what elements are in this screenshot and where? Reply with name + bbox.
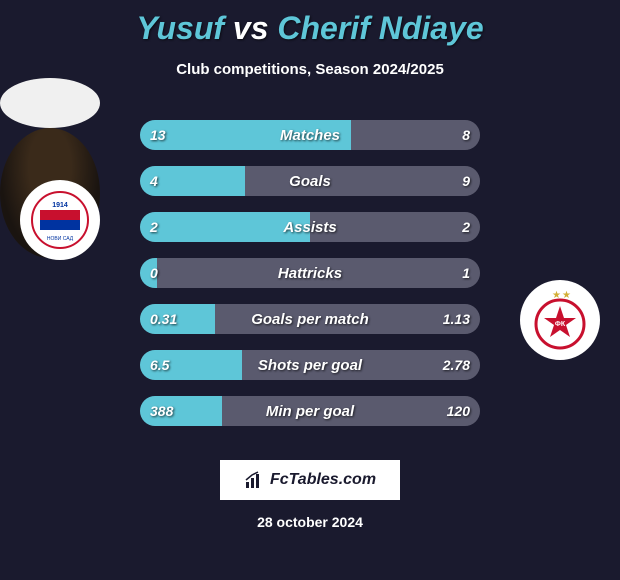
stat-row: 22Assists xyxy=(140,212,480,242)
svg-text:НОВИ САД: НОВИ САД xyxy=(47,236,74,242)
stat-row: 01Hattricks xyxy=(140,258,480,288)
stat-label: Goals per match xyxy=(140,304,480,334)
stat-row: 49Goals xyxy=(140,166,480,196)
svg-text:ФК: ФК xyxy=(555,321,566,328)
stats-area: 138Matches 49Goals 22Assists 01Hattricks 0.3… xyxy=(140,120,480,442)
stat-row: 0.311.13Goals per match xyxy=(140,304,480,334)
stat-row: 138Matches xyxy=(140,120,480,150)
player2-club-crest: ★ ★ ФК xyxy=(520,280,600,360)
stat-label: Min per goal xyxy=(140,396,480,426)
stat-label: Assists xyxy=(140,212,480,242)
stat-label: Goals xyxy=(140,166,480,196)
player1-name: Yusuf xyxy=(136,10,224,46)
player1-avatar xyxy=(0,78,100,128)
comparison-title: Yusuf vs Cherif Ndiaye xyxy=(0,0,620,47)
vojvodina-crest-icon: 1914 НОВИ САД xyxy=(30,190,90,250)
vs-label: vs xyxy=(233,10,269,46)
stat-row: 6.52.78Shots per goal xyxy=(140,350,480,380)
stat-label: Matches xyxy=(140,120,480,150)
footer-date: 28 october 2024 xyxy=(0,514,620,530)
subtitle: Club competitions, Season 2024/2025 xyxy=(0,61,620,78)
fctables-logo: FcTables.com xyxy=(220,460,400,500)
player2-name: Cherif Ndiaye xyxy=(277,10,483,46)
stat-label: Hattricks xyxy=(140,258,480,288)
stat-label: Shots per goal xyxy=(140,350,480,380)
chart-icon xyxy=(244,470,264,490)
stat-row: 388120Min per goal xyxy=(140,396,480,426)
player1-club-crest: 1914 НОВИ САД xyxy=(20,180,100,260)
crvena-zvezda-crest-icon: ★ ★ ФК xyxy=(528,288,592,352)
fctables-label: FcTables.com xyxy=(270,471,376,489)
svg-text:1914: 1914 xyxy=(52,202,68,209)
